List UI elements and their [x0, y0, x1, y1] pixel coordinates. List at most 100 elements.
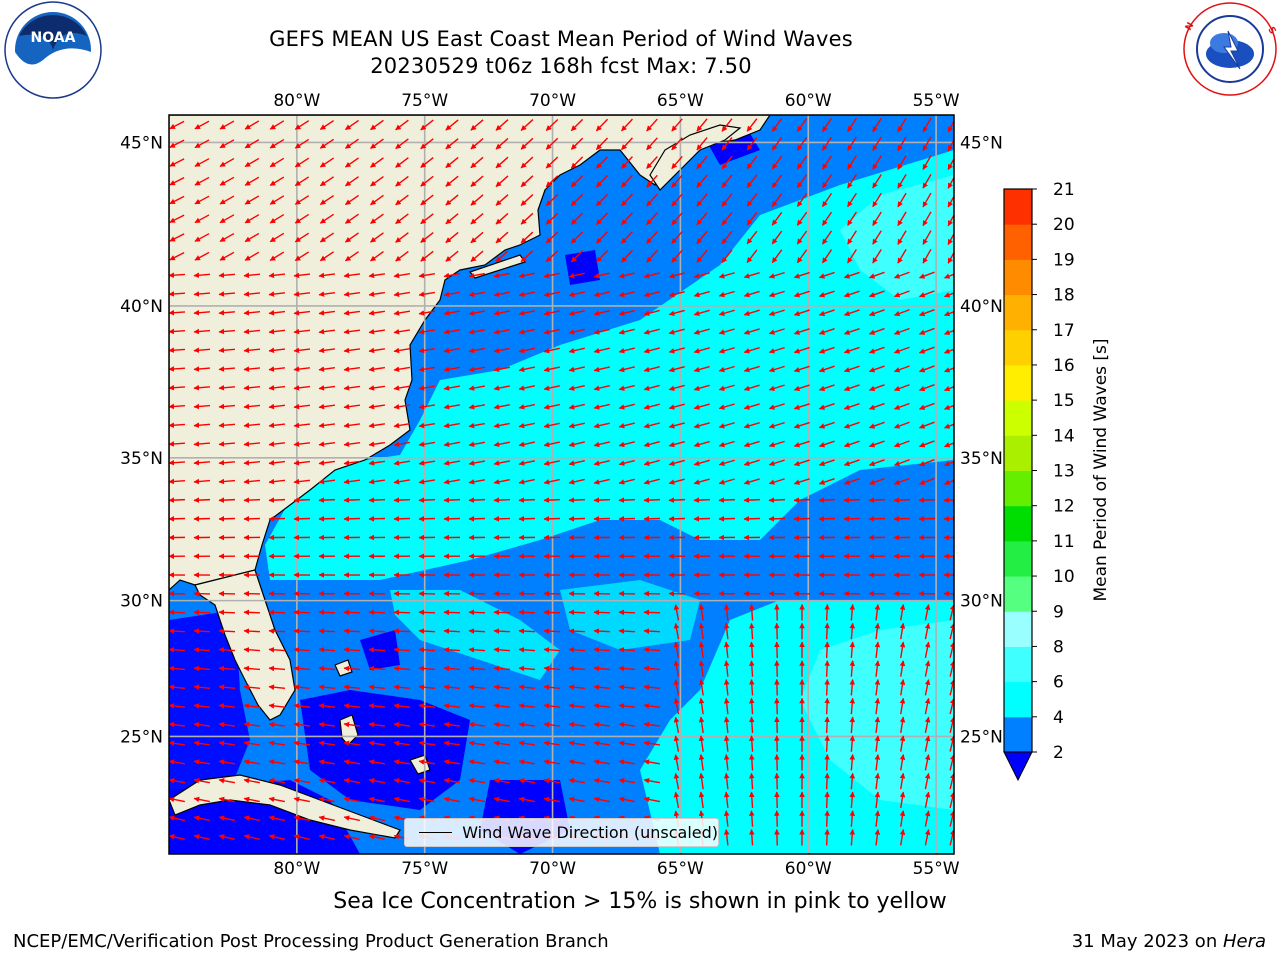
wave-arrow	[618, 291, 635, 298]
wave-arrow	[368, 740, 386, 747]
wave-arrow	[445, 138, 459, 150]
wave-arrow	[718, 497, 736, 503]
wave-arrow	[718, 422, 735, 429]
wave-arrow	[818, 403, 835, 410]
wave-arrow	[718, 290, 735, 298]
wave-arrow	[595, 250, 609, 263]
wave-arrow	[673, 791, 680, 808]
wave-arrow	[568, 366, 585, 373]
wave-arrow	[218, 815, 235, 822]
wave-arrow	[193, 815, 210, 822]
wave-arrow	[393, 777, 410, 784]
wave-arrow	[169, 796, 185, 803]
wave-arrow	[493, 740, 511, 747]
wave-arrow	[947, 232, 954, 246]
lon-label-bottom: 65°W	[657, 859, 704, 879]
wave-arrow	[543, 628, 561, 634]
wave-arrow	[193, 384, 211, 391]
wave-arrow	[393, 385, 411, 391]
wave-arrow	[771, 136, 783, 151]
wave-arrow	[568, 516, 586, 522]
wave-arrow	[468, 422, 485, 429]
lat-label-left: 45°N	[120, 133, 163, 153]
wave-arrow	[418, 347, 436, 354]
wave-arrow	[793, 309, 810, 317]
wave-arrow	[319, 251, 335, 262]
wave-arrow	[646, 156, 658, 169]
wave-arrow	[718, 347, 735, 354]
wave-arrow	[294, 251, 310, 262]
wave-arrow	[821, 249, 833, 264]
wave-arrow	[924, 810, 931, 827]
wave-arrow	[194, 251, 210, 261]
wave-arrow	[771, 155, 783, 170]
wave-arrow	[643, 384, 660, 391]
wave-arrow	[824, 810, 830, 827]
wave-arrow	[445, 213, 459, 225]
wave-arrow	[543, 272, 560, 279]
wave-arrow	[493, 385, 510, 391]
wave-arrow	[269, 138, 285, 149]
wave-arrow	[899, 735, 906, 752]
colorbar-tick-label: 12	[1053, 497, 1075, 517]
wave-arrow	[518, 703, 536, 709]
colorbar-tick-label: 8	[1053, 637, 1064, 657]
wave-arrow	[268, 628, 286, 634]
wave-arrow	[872, 136, 882, 152]
wave-arrow	[518, 609, 536, 616]
wave-arrow	[193, 422, 211, 429]
wave-arrow	[570, 156, 584, 169]
wave-arrow	[749, 772, 755, 790]
wave-arrow	[518, 478, 535, 485]
wave-arrow	[193, 665, 211, 672]
wave-arrow	[543, 291, 560, 298]
wave-arrow	[568, 460, 585, 466]
wave-arrow	[418, 385, 436, 391]
wave-arrow	[568, 478, 585, 485]
wave-arrow	[393, 366, 411, 372]
wave-arrow	[443, 272, 460, 279]
wave-arrow	[493, 684, 511, 690]
wave-arrow	[193, 796, 210, 803]
wave-arrow	[593, 459, 610, 466]
wave-arrow	[420, 156, 434, 169]
wave-arrow	[244, 195, 260, 205]
wave-arrow	[643, 497, 661, 503]
wave-arrow	[944, 292, 954, 298]
lon-label-top: 75°W	[401, 91, 448, 111]
wave-arrow	[893, 440, 910, 448]
wave-arrow	[243, 366, 261, 372]
wave-arrow	[420, 250, 434, 262]
wave-arrow	[668, 328, 685, 335]
wave-arrow	[293, 796, 310, 803]
wave-arrow	[343, 441, 361, 447]
wave-arrow	[169, 384, 186, 391]
wave-arrow	[922, 136, 932, 152]
wave-arrow	[593, 516, 611, 522]
wave-arrow	[743, 422, 760, 429]
wave-arrow	[543, 441, 560, 448]
wave-arrow	[643, 646, 661, 653]
wave-arrow	[243, 628, 261, 634]
wave-arrow	[849, 791, 856, 809]
wave-arrow	[318, 665, 336, 672]
wave-arrow	[849, 641, 856, 659]
wave-arrow	[368, 609, 386, 616]
wave-arrow	[821, 192, 833, 208]
wave-arrow	[268, 310, 286, 316]
wave-arrow	[319, 194, 335, 206]
wave-arrow	[218, 834, 235, 840]
wave-arrow	[370, 138, 384, 150]
wave-arrow	[218, 422, 236, 429]
wave-arrow	[874, 660, 881, 677]
wave-arrow	[243, 665, 261, 672]
wave-arrow	[899, 716, 906, 734]
wave-arrow	[393, 684, 411, 690]
wave-arrow	[493, 291, 510, 298]
wave-arrow	[818, 328, 835, 335]
wave-arrow	[294, 176, 310, 187]
wave-arrow	[868, 365, 885, 373]
colorbar-tick-label: 4	[1053, 708, 1064, 728]
wave-arrow	[568, 777, 585, 784]
wave-arrow	[793, 440, 810, 448]
